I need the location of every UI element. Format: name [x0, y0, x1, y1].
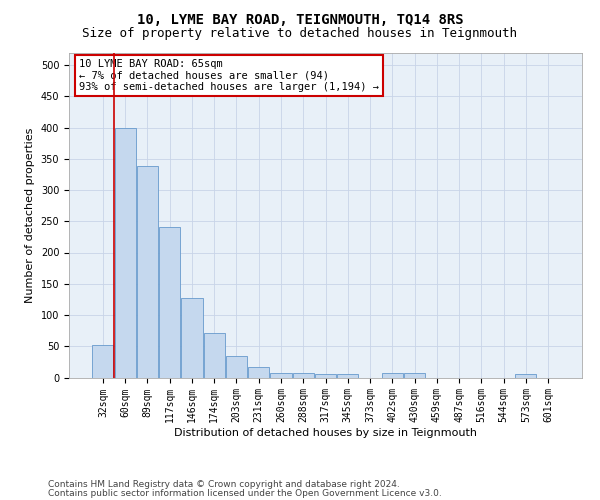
Y-axis label: Number of detached properties: Number of detached properties	[25, 128, 35, 302]
Text: Contains HM Land Registry data © Crown copyright and database right 2024.: Contains HM Land Registry data © Crown c…	[48, 480, 400, 489]
Bar	[271, 372, 292, 378]
Bar	[159, 227, 180, 378]
Bar	[137, 166, 158, 378]
Bar	[203, 332, 225, 378]
Text: Size of property relative to detached houses in Teignmouth: Size of property relative to detached ho…	[83, 28, 517, 40]
Text: Contains public sector information licensed under the Open Government Licence v3: Contains public sector information licen…	[48, 488, 442, 498]
Bar	[181, 298, 203, 378]
Bar	[92, 345, 113, 378]
Bar	[226, 356, 247, 378]
Bar	[248, 367, 269, 378]
Bar	[515, 374, 536, 378]
Bar	[404, 373, 425, 378]
Bar	[293, 372, 314, 378]
Bar	[315, 374, 336, 378]
Bar	[337, 374, 358, 378]
Text: 10, LYME BAY ROAD, TEIGNMOUTH, TQ14 8RS: 10, LYME BAY ROAD, TEIGNMOUTH, TQ14 8RS	[137, 12, 463, 26]
X-axis label: Distribution of detached houses by size in Teignmouth: Distribution of detached houses by size …	[174, 428, 477, 438]
Text: 10 LYME BAY ROAD: 65sqm
← 7% of detached houses are smaller (94)
93% of semi-det: 10 LYME BAY ROAD: 65sqm ← 7% of detached…	[79, 59, 379, 92]
Bar	[115, 128, 136, 378]
Bar	[382, 373, 403, 378]
